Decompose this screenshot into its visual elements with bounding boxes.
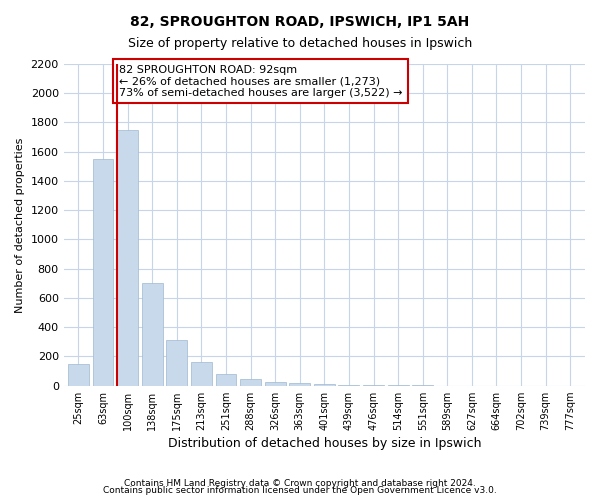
Bar <box>314 384 335 386</box>
X-axis label: Distribution of detached houses by size in Ipswich: Distribution of detached houses by size … <box>167 437 481 450</box>
Bar <box>363 385 384 386</box>
Text: 82 SPROUGHTON ROAD: 92sqm
← 26% of detached houses are smaller (1,273)
73% of se: 82 SPROUGHTON ROAD: 92sqm ← 26% of detac… <box>119 64 402 98</box>
Bar <box>215 374 236 386</box>
Text: Contains public sector information licensed under the Open Government Licence v3: Contains public sector information licen… <box>103 486 497 495</box>
Bar <box>142 284 163 386</box>
Y-axis label: Number of detached properties: Number of detached properties <box>15 137 25 312</box>
Text: 82, SPROUGHTON ROAD, IPSWICH, IP1 5AH: 82, SPROUGHTON ROAD, IPSWICH, IP1 5AH <box>130 15 470 29</box>
Bar <box>166 340 187 386</box>
Bar <box>68 364 89 386</box>
Text: Contains HM Land Registry data © Crown copyright and database right 2024.: Contains HM Land Registry data © Crown c… <box>124 478 476 488</box>
Bar <box>265 382 286 386</box>
Bar <box>289 383 310 386</box>
Bar <box>338 385 359 386</box>
Bar <box>240 379 261 386</box>
Bar <box>191 362 212 386</box>
Bar <box>117 130 138 386</box>
Bar <box>92 159 113 386</box>
Text: Size of property relative to detached houses in Ipswich: Size of property relative to detached ho… <box>128 38 472 51</box>
